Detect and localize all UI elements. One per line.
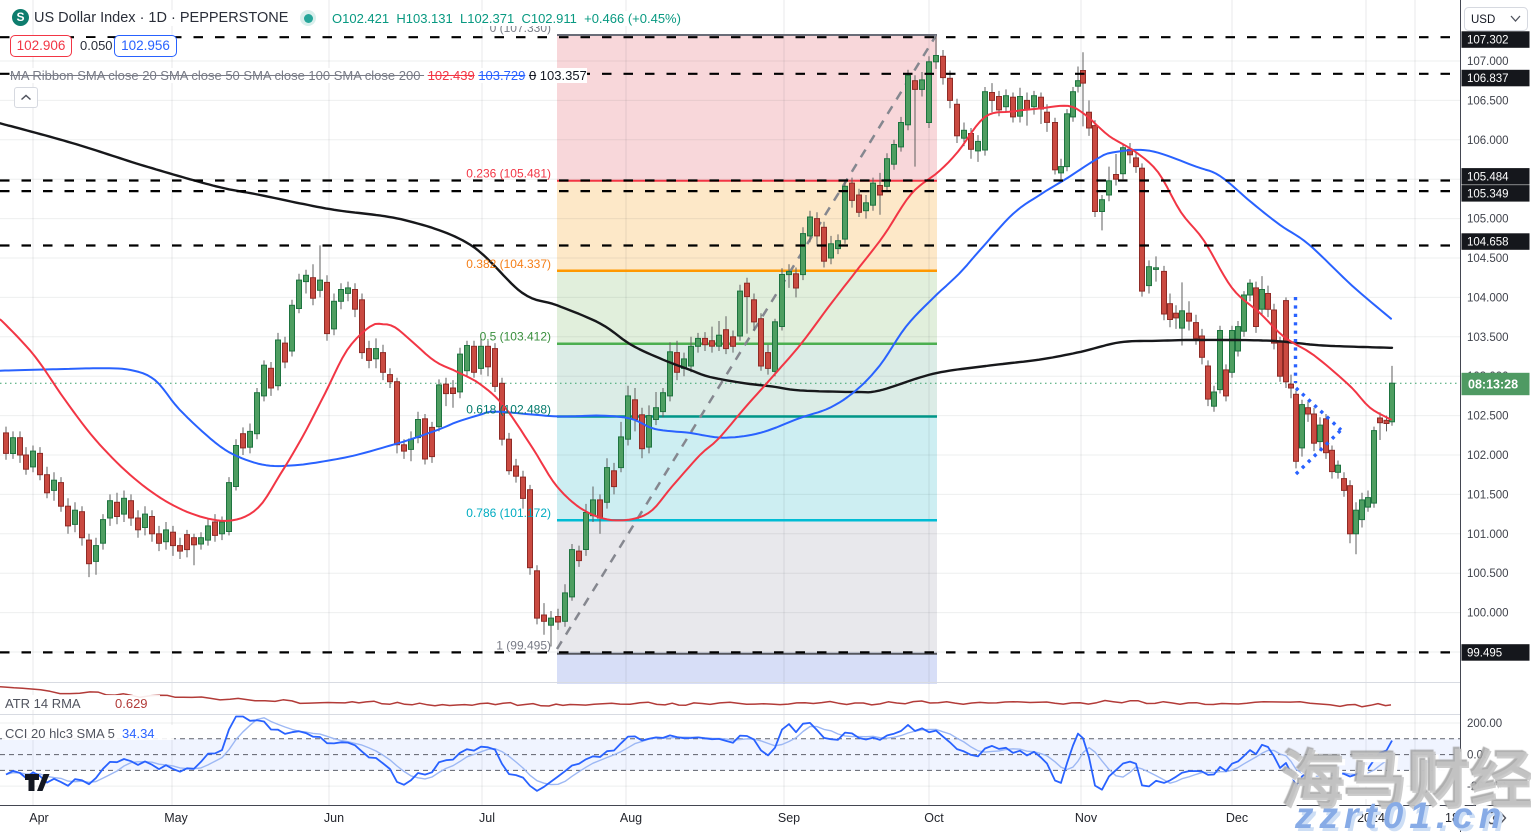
svg-text:105.000: 105.000 [1467, 214, 1509, 226]
svg-text:0.5 (103.412): 0.5 (103.412) [480, 330, 551, 344]
svg-text:107.000: 107.000 [1467, 56, 1509, 68]
svg-text:0.786 (101.172): 0.786 (101.172) [466, 506, 551, 520]
svg-text:USD: USD [1471, 14, 1495, 26]
svg-text:0.382 (104.337): 0.382 (104.337) [466, 257, 551, 271]
svg-text:100.000: 100.000 [1467, 608, 1509, 620]
svg-text:105.484: 105.484 [1467, 171, 1509, 183]
svg-text:0.618 (102.488): 0.618 (102.488) [466, 403, 551, 417]
svg-text:102.000: 102.000 [1467, 450, 1509, 462]
svg-text:CCI 20 hlc3 SMA 5: CCI 20 hlc3 SMA 5 [5, 726, 115, 741]
svg-text:104.500: 104.500 [1467, 253, 1509, 265]
svg-text:Jun: Jun [324, 811, 344, 825]
svg-text:Oct: Oct [924, 811, 944, 825]
svg-text:Nov: Nov [1075, 811, 1098, 825]
svg-text:Aug: Aug [620, 811, 642, 825]
svg-text:106.837: 106.837 [1467, 73, 1509, 85]
svg-text:106.500: 106.500 [1467, 95, 1509, 107]
svg-text:105.349: 105.349 [1467, 188, 1509, 200]
svg-text:100.500: 100.500 [1467, 568, 1509, 580]
svg-text:Apr: Apr [29, 811, 48, 825]
svg-text:104.000: 104.000 [1467, 292, 1509, 304]
svg-text:0.629: 0.629 [115, 696, 148, 711]
svg-text:Jul: Jul [479, 811, 495, 825]
svg-text:200.00: 200.00 [1467, 718, 1502, 730]
svg-text:May: May [164, 811, 188, 825]
svg-text:101.500: 101.500 [1467, 489, 1509, 501]
svg-text:08:13:28: 08:13:28 [1468, 378, 1518, 392]
svg-text:104.658: 104.658 [1467, 237, 1509, 249]
svg-text:107.302: 107.302 [1467, 35, 1509, 47]
svg-text:Sep: Sep [778, 811, 800, 825]
svg-text:106.000: 106.000 [1467, 135, 1509, 147]
svg-text:1 (99.495): 1 (99.495) [496, 638, 551, 652]
svg-text:102.500: 102.500 [1467, 411, 1509, 423]
svg-text:99.495: 99.495 [1467, 647, 1502, 659]
svg-text:0.236 (105.481): 0.236 (105.481) [466, 167, 551, 181]
svg-text:ATR 14 RMA: ATR 14 RMA [5, 696, 81, 711]
svg-text:34.34: 34.34 [122, 726, 155, 741]
svg-text:101.000: 101.000 [1467, 529, 1509, 541]
svg-text:Dec: Dec [1226, 811, 1248, 825]
svg-text:103.500: 103.500 [1467, 332, 1509, 344]
